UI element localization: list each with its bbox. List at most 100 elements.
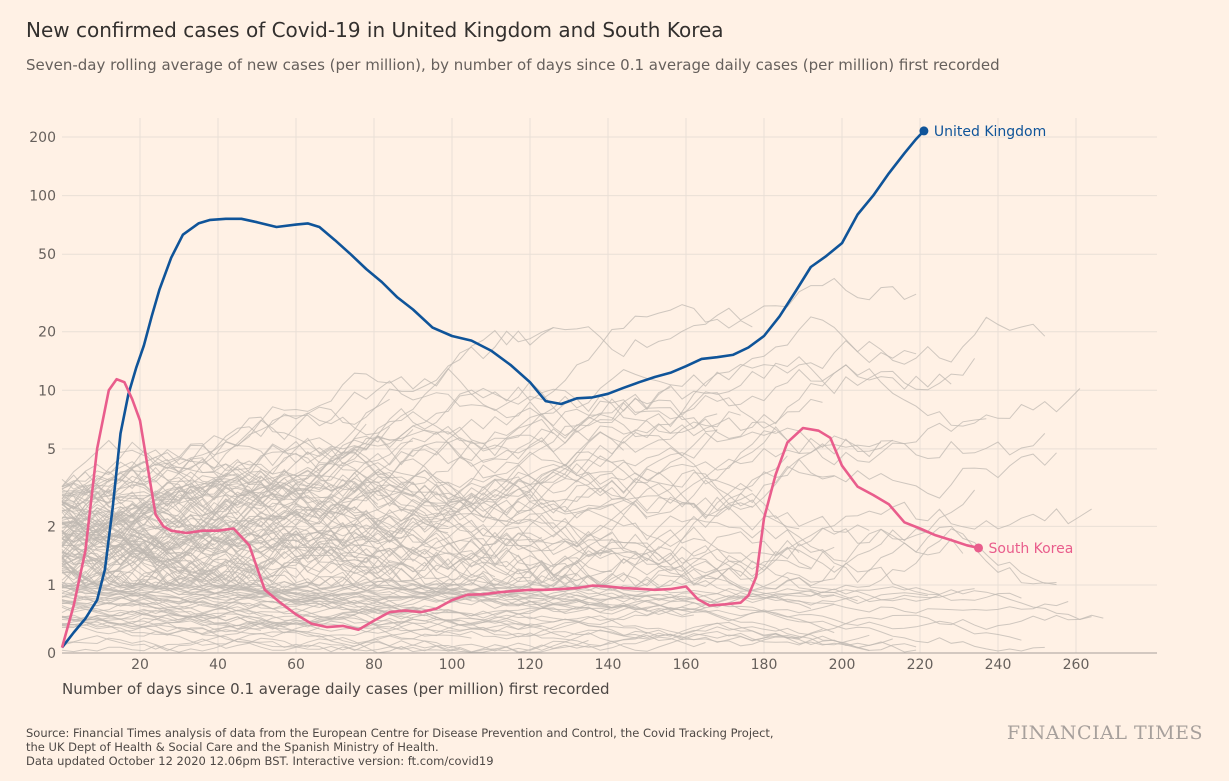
country-line (61, 433, 1046, 555)
country-line (61, 386, 835, 551)
source-note: Source: Financial Times analysis of data… (26, 726, 774, 768)
country-line (61, 430, 776, 543)
country-line (61, 565, 472, 614)
country-line (61, 528, 928, 622)
y-tick-label: 1 (47, 578, 56, 594)
source-line-3: Data updated October 12 2020 12.06pm BST… (26, 754, 494, 768)
x-tick-label: 120 (517, 657, 544, 673)
country-line (61, 599, 823, 643)
x-tick-label: 140 (595, 657, 622, 673)
country-line (61, 455, 788, 547)
country-line (61, 444, 344, 546)
country-line (61, 589, 893, 649)
country-line (61, 621, 262, 635)
country-line (61, 595, 425, 623)
country-line (61, 440, 414, 506)
country-line (61, 520, 1022, 641)
country-line (61, 577, 613, 609)
y-tick-label: 20 (38, 325, 56, 341)
country-line (61, 511, 402, 549)
country-line (61, 488, 531, 538)
country-line (61, 481, 964, 578)
y-tick-label: 0 (47, 646, 56, 662)
country-line (61, 478, 648, 541)
x-tick-label: 80 (365, 657, 383, 673)
country-line (61, 498, 460, 545)
country-line (61, 316, 917, 509)
source-line-2: the UK Dept of Health & Social Care and … (26, 740, 439, 754)
country-line (61, 399, 788, 511)
country-line (61, 536, 542, 606)
country-line (61, 380, 578, 536)
country-line (61, 394, 718, 512)
country-line (61, 471, 262, 544)
series-end-marker (919, 126, 929, 136)
y-tick-label: 100 (29, 189, 56, 205)
country-line (61, 506, 706, 552)
country-line (61, 393, 718, 534)
axis-ticks: 0 1 2 5 10 20 50 100 200 20 40 60 80 100 120 140 160 180 2… (29, 130, 1089, 673)
country-line (61, 540, 835, 634)
x-tick-label: 220 (907, 657, 934, 673)
country-line (61, 559, 835, 605)
country-line (61, 493, 870, 569)
x-tick-label: 260 (1063, 657, 1090, 673)
country-line (61, 616, 460, 652)
country-line (61, 619, 542, 653)
country-line (61, 606, 648, 647)
source-line-1: Source: Financial Times analysis of data… (26, 726, 774, 740)
country-line (61, 614, 1104, 652)
country-line (61, 429, 414, 504)
country-line (61, 411, 741, 560)
country-line (61, 426, 893, 557)
x-tick-label: 20 (131, 657, 149, 673)
series-label-uk: United Kingdom (934, 124, 1046, 140)
country-line (61, 548, 1069, 622)
country-line (61, 528, 1022, 611)
x-tick-label: 200 (829, 657, 856, 673)
country-line (61, 277, 917, 487)
series-end-marker (974, 543, 983, 553)
series-line-south-korea (60, 377, 979, 648)
series-line-uk (60, 130, 925, 649)
country-line (61, 418, 987, 578)
country-line (61, 456, 975, 603)
x-tick-label: 160 (673, 657, 700, 673)
x-tick-label: 100 (439, 657, 466, 673)
y-tick-label: 2 (47, 519, 56, 535)
country-line (61, 477, 1045, 652)
country-line (61, 442, 882, 587)
country-line (61, 532, 613, 589)
country-line (61, 503, 648, 613)
y-tick-label: 10 (38, 383, 56, 399)
grid (62, 118, 1157, 654)
country-line (61, 609, 694, 646)
country-line (61, 443, 940, 596)
country-line (61, 557, 612, 604)
country-line (61, 569, 519, 609)
x-tick-label: 60 (287, 657, 305, 673)
series-label-south-korea: South Korea (989, 541, 1074, 557)
country-line (61, 481, 1057, 590)
country-line (61, 585, 589, 617)
chart-subtitle: Seven-day rolling average of new cases (… (26, 56, 1000, 74)
x-axis-label: Number of days since 0.1 average daily c… (62, 680, 610, 698)
country-line (61, 394, 823, 579)
background-country-lines (61, 277, 1104, 654)
x-tick-label: 240 (985, 657, 1012, 673)
chart-title: New confirmed cases of Covid-19 in Unite… (26, 18, 724, 42)
country-line (61, 609, 414, 630)
country-line (61, 458, 1092, 547)
country-line (61, 528, 1057, 607)
country-line (61, 326, 554, 503)
x-tick-label: 40 (209, 657, 227, 673)
y-tick-label: 5 (47, 442, 56, 458)
country-line (61, 547, 402, 615)
country-line (61, 595, 706, 654)
country-line (61, 456, 683, 540)
country-line (61, 416, 624, 500)
series-lines: United Kingdom South Korea (60, 124, 1074, 649)
y-tick-label: 200 (29, 130, 56, 146)
country-line (61, 304, 753, 490)
x-tick-label: 180 (751, 657, 778, 673)
